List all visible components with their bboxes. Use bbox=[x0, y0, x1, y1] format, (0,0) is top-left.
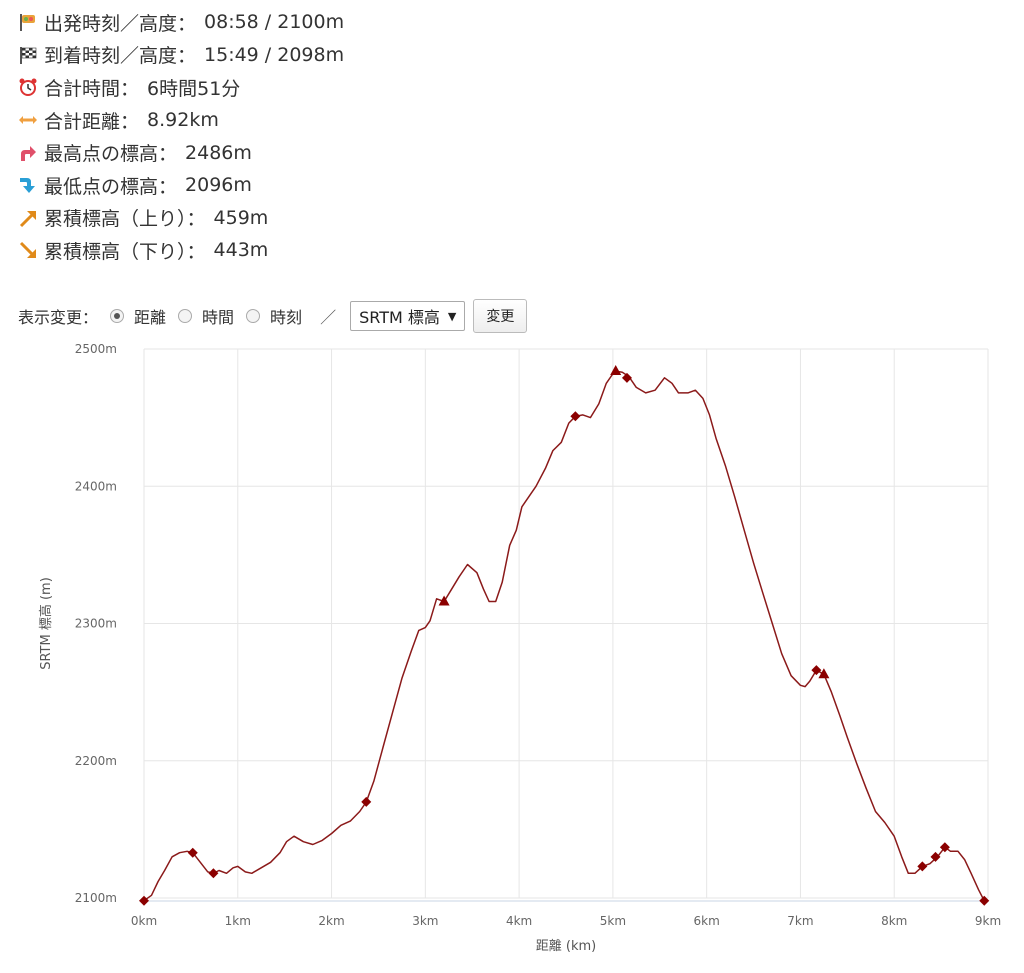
triangle-marker bbox=[610, 364, 622, 375]
stat-row: 最低点の標高： 2096m bbox=[18, 169, 344, 202]
stat-row: 合計時間： 6時間51分 bbox=[18, 71, 344, 104]
start-flag-icon bbox=[18, 12, 38, 32]
y-tick-label: 2500m bbox=[75, 342, 117, 356]
x-tick-label: 8km bbox=[881, 914, 907, 928]
y-tick-label: 2200m bbox=[75, 754, 117, 768]
diamond-marker bbox=[570, 411, 581, 422]
display-mode-radio[interactable]: 時間 bbox=[178, 304, 234, 328]
diamond-marker bbox=[208, 868, 219, 879]
alarm-clock-icon bbox=[18, 77, 38, 97]
display-mode-radio[interactable]: 距離 bbox=[110, 304, 166, 328]
stat-row: 累積標高（上り）： 459m bbox=[18, 202, 344, 235]
diamond-marker bbox=[939, 842, 950, 853]
display-controls: 表示変更： 距離 時間 時刻 ／ SRTM 標高 ▼ 変更 bbox=[18, 297, 528, 335]
radio-label: 距離 bbox=[134, 308, 167, 327]
x-tick-label: 5km bbox=[600, 914, 626, 928]
stat-label: 最低点の標高： bbox=[44, 175, 178, 198]
x-tick-label: 7km bbox=[787, 914, 813, 928]
separator: ／ bbox=[320, 308, 337, 327]
stat-value: 2096m bbox=[185, 174, 252, 197]
diamond-marker bbox=[187, 847, 198, 858]
display-mode-radio-group: 距離 時間 時刻 bbox=[98, 304, 302, 328]
stat-value: 6時間51分 bbox=[147, 77, 241, 100]
stat-label: 最高点の標高： bbox=[44, 143, 178, 166]
stat-value: 443m bbox=[213, 239, 269, 262]
stat-row: 出発時刻／高度： 08:58 / 2100m bbox=[18, 6, 344, 39]
x-tick-label: 6km bbox=[694, 914, 720, 928]
stat-value: 15:49 / 2098m bbox=[204, 43, 345, 66]
stat-value: 08:58 / 2100m bbox=[204, 11, 345, 34]
apply-button[interactable]: 変更 bbox=[473, 299, 528, 333]
stat-label: 到着時刻／高度： bbox=[44, 45, 197, 68]
x-axis-title: 距離 (km) bbox=[536, 939, 596, 954]
radio-label: 時刻 bbox=[270, 308, 303, 327]
stat-row: 最高点の標高： 2486m bbox=[18, 136, 344, 169]
stat-label: 合計時間： bbox=[44, 77, 140, 100]
diamond-marker bbox=[361, 796, 372, 807]
y-axis-title: SRTM 標高 (m) bbox=[38, 577, 54, 670]
stat-value: 8.92km bbox=[147, 109, 219, 132]
x-tick-label: 3km bbox=[412, 914, 438, 928]
triangle-marker bbox=[818, 668, 830, 679]
diamond-marker bbox=[917, 861, 928, 872]
down-turn-arrow-icon bbox=[18, 175, 38, 195]
x-tick-label: 9km bbox=[975, 914, 1001, 928]
radio-button[interactable] bbox=[110, 309, 125, 323]
stat-value: 459m bbox=[213, 206, 269, 229]
horizontal-arrow-icon bbox=[18, 110, 38, 130]
stat-label: 累積標高（上り）： bbox=[44, 208, 206, 231]
x-tick-label: 4km bbox=[506, 914, 532, 928]
x-tick-label: 1km bbox=[225, 914, 251, 928]
radio-label: 時間 bbox=[202, 308, 235, 327]
elevation-source-value: SRTM 標高 bbox=[359, 308, 440, 327]
stat-row: 合計距離： 8.92km bbox=[18, 104, 344, 137]
x-tick-label: 2km bbox=[318, 914, 344, 928]
stats-list: 出発時刻／高度： 08:58 / 2100m 到着時刻／高度： 15:49 / 209… bbox=[18, 6, 344, 267]
finish-flag-icon bbox=[18, 45, 38, 65]
stat-row: 到着時刻／高度： 15:49 / 2098m bbox=[18, 39, 344, 72]
elevation-source-select[interactable]: SRTM 標高 ▼ bbox=[350, 301, 466, 331]
descent-arrow-icon bbox=[18, 240, 38, 260]
stat-label: 合計距離： bbox=[44, 110, 140, 133]
diamond-marker bbox=[811, 665, 822, 676]
up-turn-arrow-icon bbox=[18, 143, 38, 163]
stat-label: 出発時刻／高度： bbox=[44, 12, 197, 35]
stat-value: 2486m bbox=[185, 141, 252, 164]
display-mode-radio[interactable]: 時刻 bbox=[246, 304, 302, 328]
display-change-label: 表示変更： bbox=[18, 308, 99, 327]
elevation-line bbox=[143, 370, 985, 902]
diamond-marker bbox=[139, 895, 149, 906]
diamond-marker bbox=[930, 851, 941, 862]
y-tick-label: 2400m bbox=[75, 479, 117, 493]
triangle-marker bbox=[438, 595, 450, 606]
ascent-arrow-icon bbox=[18, 208, 38, 228]
diamond-marker bbox=[979, 895, 990, 906]
y-tick-label: 2100m bbox=[75, 891, 117, 905]
diamond-marker bbox=[621, 372, 632, 383]
radio-button[interactable] bbox=[178, 309, 193, 323]
y-tick-label: 2300m bbox=[75, 617, 117, 631]
chevron-down-icon: ▼ bbox=[447, 309, 457, 323]
stat-label: 累積標高（下り）： bbox=[44, 240, 206, 263]
stat-row: 累積標高（下り）： 443m bbox=[18, 234, 344, 267]
x-tick-label: 0km bbox=[131, 914, 157, 928]
radio-button[interactable] bbox=[246, 309, 261, 323]
